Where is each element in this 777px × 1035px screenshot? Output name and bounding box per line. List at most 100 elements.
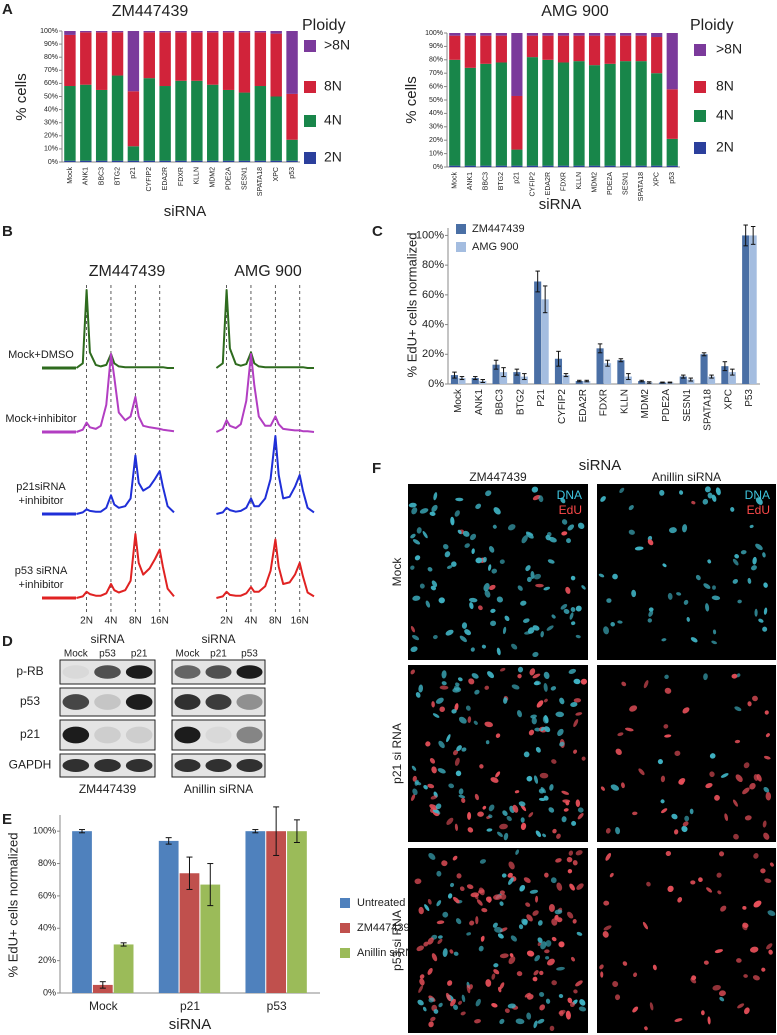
bar-segment xyxy=(80,32,92,85)
legend-label: >8N xyxy=(716,41,742,57)
nucleus xyxy=(535,830,542,838)
bar-segment xyxy=(635,33,647,36)
y-tick-label: 100% xyxy=(40,28,58,35)
nucleus xyxy=(539,772,549,779)
bar xyxy=(728,372,736,384)
nucleus xyxy=(551,614,556,619)
error-bar xyxy=(660,381,665,384)
bar-segment xyxy=(651,165,663,167)
nucleus xyxy=(572,860,578,866)
nucleus xyxy=(570,575,576,581)
nucleus xyxy=(682,707,690,714)
error-bar xyxy=(186,856,193,890)
nucleus xyxy=(495,771,501,778)
nucleus xyxy=(520,600,527,606)
nucleus xyxy=(567,524,575,531)
nucleus xyxy=(499,559,505,564)
nucleus xyxy=(575,605,582,612)
chart-title: AMG 900 xyxy=(234,263,302,280)
bar-segment xyxy=(480,33,492,36)
lane-label: p53 xyxy=(241,649,258,660)
nucleus xyxy=(550,877,557,884)
nucleus xyxy=(546,532,552,537)
nucleus xyxy=(628,529,635,535)
micrograph xyxy=(408,848,588,1033)
nucleus xyxy=(445,992,452,1002)
nucleus xyxy=(711,595,721,601)
legend-swatch xyxy=(340,898,350,908)
histogram-curve xyxy=(216,435,315,515)
bar-segment xyxy=(495,35,507,63)
nucleus xyxy=(556,833,561,839)
error-bar xyxy=(452,371,457,379)
nucleus xyxy=(431,953,438,962)
nucleus xyxy=(433,1009,439,1014)
micrograph-bg xyxy=(597,665,776,842)
bar xyxy=(596,348,604,384)
bar xyxy=(562,375,570,384)
nucleus xyxy=(535,746,541,753)
nucleus xyxy=(544,715,549,724)
nucleus xyxy=(410,625,415,633)
nucleus xyxy=(539,970,544,976)
nucleus xyxy=(493,963,499,968)
nucleus xyxy=(474,689,480,695)
x-tick-label: 4N xyxy=(245,616,258,627)
nucleus xyxy=(720,773,729,778)
nucleus xyxy=(449,949,454,954)
nucleus xyxy=(743,974,748,978)
bar-segment xyxy=(111,32,124,76)
blot-band xyxy=(62,694,90,710)
nucleus xyxy=(530,714,537,719)
blot-band xyxy=(125,694,153,710)
row-label: p53 si RNA xyxy=(390,910,404,971)
nucleus xyxy=(695,574,701,581)
nucleus xyxy=(733,833,739,840)
error-bar xyxy=(480,379,486,384)
y-tick-label: 30% xyxy=(429,124,443,131)
error-bar xyxy=(501,367,506,378)
nucleus xyxy=(569,612,574,620)
bar-segment xyxy=(270,96,282,161)
y-tick-label: 30% xyxy=(44,120,58,127)
y-tick-label: 60% xyxy=(44,80,58,87)
micrograph-bg xyxy=(597,848,776,1033)
y-axis-label: % cells xyxy=(403,76,420,124)
x-tick-label: MDM2 xyxy=(591,172,598,193)
nucleus xyxy=(703,583,711,589)
nucleus xyxy=(612,981,619,988)
bar-segment xyxy=(635,61,647,166)
nucleus xyxy=(546,625,554,631)
nucleus xyxy=(768,949,773,955)
x-tick-label: BTG2 xyxy=(498,172,505,190)
x-tick-label: KLLN xyxy=(194,167,201,185)
bar xyxy=(624,376,632,384)
micrograph xyxy=(408,665,588,842)
nucleus xyxy=(464,543,470,548)
row-label: Mock+inhibitor xyxy=(5,413,77,425)
y-tick-label: 20% xyxy=(38,955,56,965)
bar-segment xyxy=(238,31,251,33)
nucleus xyxy=(487,896,492,903)
nucleus xyxy=(453,749,459,756)
legend-label: Untreated xyxy=(357,897,405,909)
legend-swatch xyxy=(694,142,706,154)
bar-segment xyxy=(511,95,523,150)
y-axis-label: % EdU+ cells normalized xyxy=(5,833,20,978)
error-bar xyxy=(750,226,756,245)
nucleus xyxy=(568,850,574,856)
nucleus xyxy=(702,498,709,505)
bar-segment xyxy=(573,165,585,167)
x-tick-label: SPATA18 xyxy=(703,389,714,431)
y-tick-label: 50% xyxy=(429,97,443,104)
legend-label: 2N xyxy=(716,139,734,155)
nucleus xyxy=(455,918,462,925)
error-bar xyxy=(556,350,561,367)
error-bar xyxy=(165,837,172,845)
nucleus xyxy=(577,522,585,530)
nucleus xyxy=(521,535,528,544)
nucleus xyxy=(455,682,460,687)
y-tick-label: 10% xyxy=(44,146,58,153)
nucleus xyxy=(526,576,532,583)
bar-segment xyxy=(95,32,108,90)
